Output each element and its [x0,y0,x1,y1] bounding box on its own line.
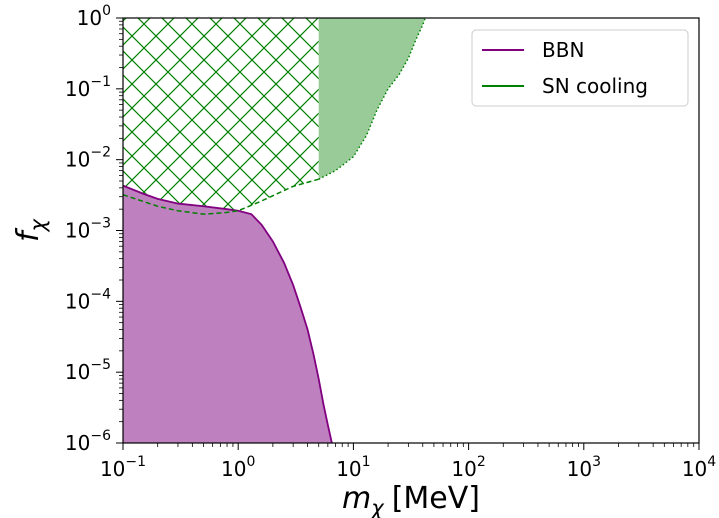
sn-cooling-hatched-region [123,18,319,215]
x-tick-label: 102 [451,454,485,481]
y-tick-label: 10−4 [65,286,111,313]
x-tick-label: 100 [221,454,255,481]
y-tick-label: 100 [77,3,111,30]
x-tick-label: 10−1 [100,454,146,481]
y-axis-label: fχ [11,217,50,242]
plot-area [123,18,426,443]
legend-label-bbn: BBN [542,38,584,62]
y-tick-label: 10−3 [65,216,111,243]
x-tick-label: 101 [336,454,370,481]
x-tick-label: 103 [567,454,601,481]
legend-box [471,29,689,107]
sn-cooling-dotted-bound [318,18,426,180]
x-axis-label: mχ [MeV] [342,481,480,518]
y-axis: 10−6 10−5 10−4 10−3 10−2 10−1 100 [65,3,123,455]
y-tick-label: 10−6 [65,428,111,455]
legend: BBN SN cooling [471,29,689,107]
y-tick-label: 10−2 [65,145,111,172]
y-tick-label: 10−5 [65,357,111,384]
x-axis: 10−1 100 101 102 103 104 [100,443,716,481]
x-tick-label: 104 [682,454,716,481]
bbn-series-line [123,184,333,443]
sn-cooling-dashed-bound [123,178,319,215]
y-tick-label: 10−1 [65,74,111,101]
sn-cooling-filled-region [318,18,426,180]
bbn-filled-region [123,185,332,443]
legend-label-sn-cooling: SN cooling [542,74,648,98]
